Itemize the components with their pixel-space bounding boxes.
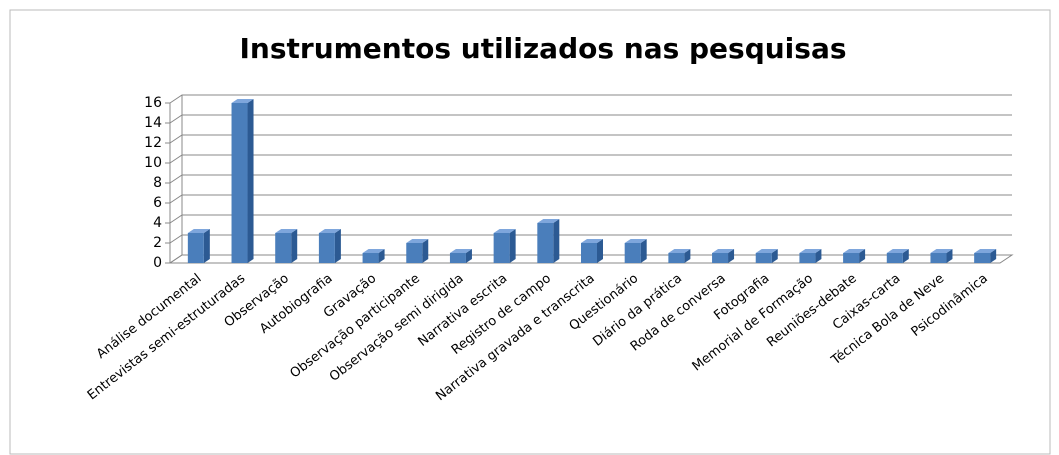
bar bbox=[668, 249, 691, 263]
bar-top bbox=[930, 249, 953, 253]
bar bbox=[886, 249, 909, 263]
bar-front bbox=[974, 253, 991, 263]
bar-top bbox=[362, 249, 385, 253]
bar bbox=[974, 249, 997, 263]
bar-side bbox=[203, 229, 210, 263]
y-tick-label: 12 bbox=[144, 135, 162, 151]
bar-top bbox=[843, 249, 866, 253]
grid-line bbox=[169, 214, 1012, 224]
bar-top bbox=[493, 229, 516, 233]
bar-top bbox=[406, 239, 429, 243]
y-tick-label: 8 bbox=[153, 175, 162, 191]
bar-front bbox=[318, 233, 335, 263]
bar-side bbox=[378, 249, 385, 263]
bar-side bbox=[509, 229, 516, 263]
bar-top bbox=[449, 249, 472, 253]
bar-front bbox=[449, 253, 466, 263]
chart-title: Instrumentos utilizados nas pesquisas bbox=[239, 32, 846, 65]
grid-line bbox=[169, 154, 1012, 164]
bar bbox=[799, 249, 822, 263]
bar-side bbox=[946, 249, 953, 263]
grid-line bbox=[169, 94, 1012, 104]
bar bbox=[712, 249, 735, 263]
bar-side bbox=[990, 249, 997, 263]
bar-front bbox=[886, 253, 903, 263]
y-tick-label: 4 bbox=[153, 215, 162, 231]
bar bbox=[581, 239, 603, 263]
y-tick-label: 14 bbox=[144, 115, 162, 131]
bar-top bbox=[799, 249, 822, 253]
bar-top bbox=[886, 249, 909, 253]
bar-top bbox=[624, 239, 647, 243]
grid-line bbox=[169, 194, 1012, 204]
bar-front bbox=[187, 233, 204, 263]
bar-side bbox=[771, 249, 778, 263]
bar-front bbox=[362, 253, 379, 263]
bar-side bbox=[247, 99, 254, 263]
bar-front bbox=[624, 243, 641, 263]
bar-top bbox=[187, 229, 210, 233]
bar-front bbox=[231, 103, 248, 263]
bar bbox=[537, 219, 560, 263]
bar-side bbox=[465, 249, 472, 263]
bar bbox=[318, 229, 341, 263]
bar-top bbox=[318, 229, 341, 233]
bar-front bbox=[493, 233, 510, 263]
bar-front bbox=[712, 253, 729, 263]
bar-side bbox=[597, 239, 603, 263]
bar-side bbox=[640, 239, 647, 263]
grid-line bbox=[169, 254, 1012, 264]
bar-top bbox=[755, 249, 778, 253]
grid-line bbox=[169, 234, 1012, 244]
bar bbox=[275, 229, 298, 263]
y-tick-label: 10 bbox=[144, 155, 162, 171]
y-tick-label: 0 bbox=[153, 255, 162, 271]
bar bbox=[187, 229, 210, 263]
bar-side bbox=[422, 239, 429, 263]
bar-top bbox=[275, 229, 298, 233]
y-tick-label: 2 bbox=[153, 235, 162, 251]
bar-top bbox=[712, 249, 735, 253]
bar bbox=[406, 239, 429, 263]
bar bbox=[930, 249, 953, 263]
bar-front bbox=[668, 253, 685, 263]
bar-side bbox=[553, 219, 560, 263]
bar bbox=[624, 239, 647, 263]
bar-front bbox=[275, 233, 292, 263]
bar-top bbox=[231, 99, 254, 103]
bar-side bbox=[815, 249, 822, 263]
grid-line bbox=[169, 174, 1012, 184]
bar bbox=[843, 249, 866, 263]
bar-front bbox=[537, 223, 554, 263]
bar-side bbox=[291, 229, 298, 263]
bar-front bbox=[406, 243, 423, 263]
bar bbox=[493, 229, 516, 263]
y-tick-label: 16 bbox=[144, 95, 162, 111]
grid-line bbox=[169, 134, 1012, 144]
bar-front bbox=[755, 253, 772, 263]
bar-front bbox=[930, 253, 947, 263]
bar-side bbox=[334, 229, 341, 263]
bar-side bbox=[902, 249, 909, 263]
chart-frame bbox=[9, 9, 1051, 455]
bar-side bbox=[728, 249, 735, 263]
y-tick-label: 6 bbox=[153, 195, 162, 211]
bar-side bbox=[859, 249, 866, 263]
bar-top bbox=[537, 219, 560, 223]
bar-top bbox=[668, 249, 691, 253]
bar-front bbox=[799, 253, 816, 263]
bar-top bbox=[581, 239, 603, 243]
bar-side bbox=[684, 249, 691, 263]
bar bbox=[362, 249, 385, 263]
bar bbox=[449, 249, 472, 263]
bar-front bbox=[581, 243, 597, 263]
grid-line bbox=[169, 114, 1012, 124]
bar bbox=[231, 99, 254, 263]
bar-front bbox=[843, 253, 860, 263]
bar-top bbox=[974, 249, 997, 253]
bar bbox=[755, 249, 778, 263]
